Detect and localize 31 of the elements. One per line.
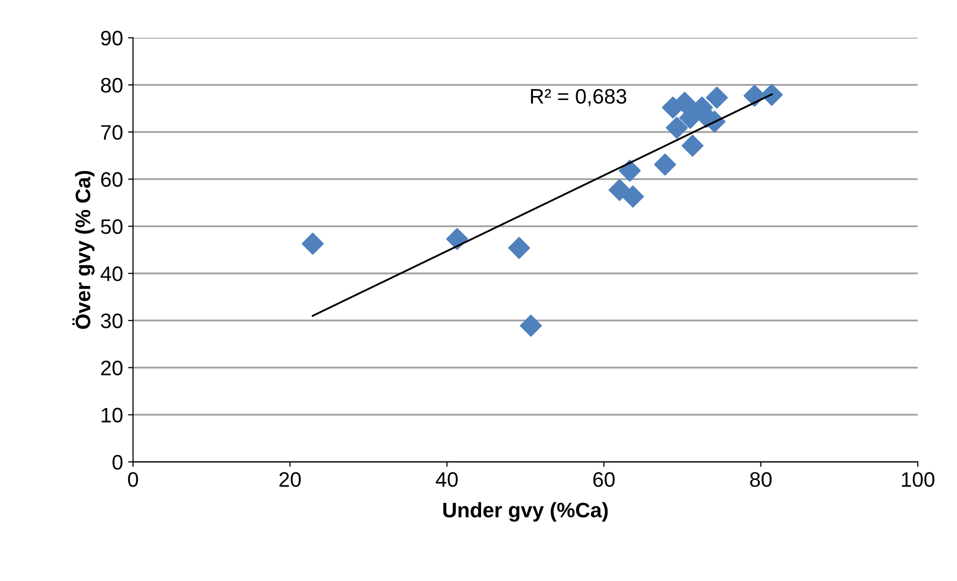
x-tick-label: 100 — [902, 472, 934, 487]
y-tick-label: 20 — [101, 360, 122, 376]
x-tick-label: 60 — [593, 472, 615, 487]
point — [618, 160, 641, 182]
y-tick-label: 60 — [101, 172, 122, 187]
y-tick-label: 50 — [100, 219, 122, 234]
x-tick-label: 0 — [128, 472, 138, 487]
y-tick-label: 90 — [101, 30, 122, 46]
point — [666, 116, 688, 139]
point — [682, 134, 704, 157]
annotation: R² = 0,683 — [531, 88, 626, 106]
y-tick-label: 70 — [101, 125, 122, 140]
x-tick-label: 40 — [436, 472, 458, 487]
y-tick-label: 10 — [102, 408, 122, 423]
point — [446, 228, 468, 250]
point — [622, 186, 644, 208]
x-tick-label: 80 — [750, 472, 772, 487]
point — [520, 314, 542, 337]
y-tick-label: 0 — [112, 454, 122, 470]
point — [508, 236, 530, 259]
y-tick-label: 80 — [101, 78, 122, 93]
y-tick-label: 40 — [100, 266, 122, 282]
y-axis-title: Över gvy (% Ca) — [72, 170, 95, 329]
point — [654, 154, 676, 176]
x-tick-label: 20 — [279, 472, 301, 487]
point — [706, 86, 728, 109]
y-tick-label: 30 — [100, 314, 122, 328]
x-axis-title: Under gvy (%Ca) — [443, 502, 608, 522]
point — [608, 178, 631, 201]
point — [760, 84, 783, 106]
point — [302, 232, 324, 255]
